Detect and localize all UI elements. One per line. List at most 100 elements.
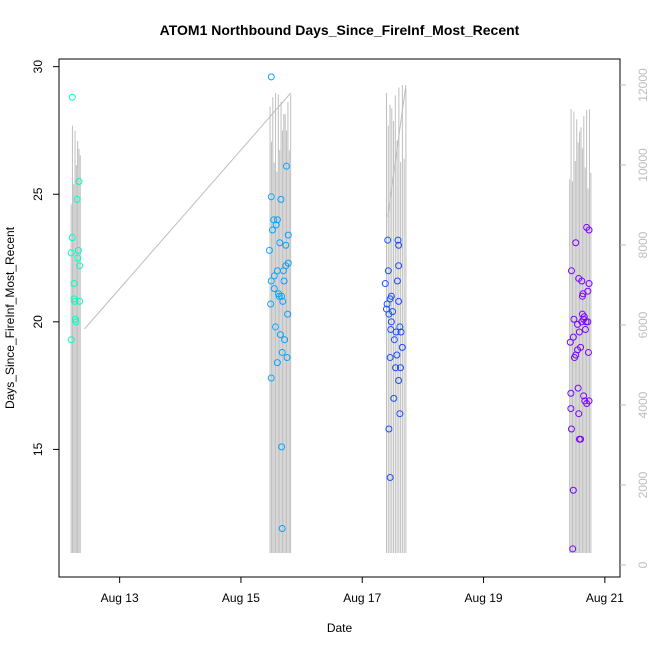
data-point bbox=[267, 300, 275, 308]
data-point bbox=[275, 290, 283, 298]
data-point bbox=[273, 359, 281, 367]
data-point bbox=[577, 343, 585, 351]
data-point bbox=[282, 241, 290, 249]
data-point bbox=[396, 323, 404, 331]
data-point bbox=[387, 318, 395, 326]
data-point bbox=[284, 231, 292, 239]
data-point bbox=[267, 374, 275, 382]
secondary-line-series bbox=[70, 84, 592, 553]
data-point bbox=[76, 262, 84, 270]
y2-tick-label: 0 bbox=[636, 561, 650, 568]
trend-segment bbox=[84, 92, 292, 330]
data-point bbox=[385, 425, 393, 433]
data-point bbox=[68, 93, 76, 101]
data-point bbox=[395, 297, 403, 305]
data-point bbox=[67, 336, 75, 344]
scatter-series bbox=[67, 73, 593, 553]
data-point bbox=[72, 318, 80, 326]
data-point bbox=[396, 364, 404, 372]
data-point bbox=[267, 277, 275, 285]
x-tick-label: Aug 15 bbox=[222, 591, 260, 605]
data-point bbox=[398, 343, 406, 351]
data-point bbox=[265, 246, 273, 254]
data-point bbox=[395, 377, 403, 385]
data-point bbox=[270, 272, 278, 280]
data-point bbox=[279, 297, 287, 305]
data-point bbox=[276, 331, 284, 339]
y2-tick-label: 6000 bbox=[636, 311, 650, 338]
data-point bbox=[273, 216, 281, 224]
data-point bbox=[578, 310, 586, 318]
data-point bbox=[396, 410, 404, 418]
data-point bbox=[278, 348, 286, 356]
data-point bbox=[393, 351, 401, 359]
data-point bbox=[585, 280, 593, 288]
data-point bbox=[273, 267, 281, 275]
data-point bbox=[575, 328, 583, 336]
data-point bbox=[392, 328, 400, 336]
data-point bbox=[585, 226, 593, 234]
data-point bbox=[284, 310, 292, 318]
data-point bbox=[567, 267, 575, 275]
data-point bbox=[381, 280, 389, 288]
data-point bbox=[284, 259, 292, 267]
data-point bbox=[572, 239, 580, 247]
data-point bbox=[584, 348, 592, 356]
data-point bbox=[387, 292, 395, 300]
data-point bbox=[282, 162, 290, 170]
data-point bbox=[389, 308, 397, 316]
x-tick-label: Aug 17 bbox=[343, 591, 381, 605]
data-point bbox=[584, 318, 592, 326]
y2-axis: 0 2000 4000 6000 8000 10000 12000 bbox=[620, 68, 650, 568]
data-point bbox=[272, 323, 280, 331]
y2-tick-label: 10000 bbox=[636, 148, 650, 182]
data-point bbox=[387, 325, 395, 333]
data-point bbox=[575, 410, 583, 418]
data-point bbox=[390, 394, 398, 402]
data-point bbox=[574, 384, 582, 392]
data-point bbox=[270, 285, 278, 293]
data-point bbox=[394, 236, 402, 244]
data-point bbox=[585, 397, 593, 405]
data-point bbox=[578, 277, 586, 285]
y2-tick-label: 4000 bbox=[636, 391, 650, 418]
data-point bbox=[577, 435, 585, 443]
y-axis-label: Days_Since_FireInf_Most_Recent bbox=[3, 226, 17, 409]
data-point bbox=[67, 249, 75, 257]
y-tick-label: 20 bbox=[31, 315, 45, 329]
data-point bbox=[278, 525, 286, 533]
data-point bbox=[392, 364, 400, 372]
data-point bbox=[395, 262, 403, 270]
x-axis: Aug 13 Aug 15 Aug 17 Aug 19 Aug 21 bbox=[101, 577, 624, 605]
data-point bbox=[584, 287, 592, 295]
data-point bbox=[277, 195, 285, 203]
y-axis: 15 20 25 30 bbox=[31, 60, 59, 456]
data-point bbox=[567, 405, 575, 413]
y-tick-label: 25 bbox=[31, 187, 45, 201]
data-point bbox=[276, 239, 284, 247]
y2-tick-label: 8000 bbox=[636, 231, 650, 258]
data-point bbox=[75, 177, 83, 185]
x-tick-label: Aug 21 bbox=[586, 591, 624, 605]
data-point bbox=[267, 193, 275, 201]
data-point bbox=[267, 73, 275, 81]
data-point bbox=[580, 392, 588, 400]
data-point bbox=[569, 333, 577, 341]
x-axis-label: Date bbox=[327, 621, 353, 635]
data-point bbox=[71, 297, 79, 305]
data-point bbox=[569, 545, 577, 553]
plot-frame bbox=[58, 58, 621, 578]
data-point bbox=[383, 300, 391, 308]
x-tick-label: Aug 19 bbox=[465, 591, 503, 605]
data-point bbox=[582, 318, 590, 326]
y2-tick-label: 12000 bbox=[636, 68, 650, 102]
data-point bbox=[272, 221, 280, 229]
data-point bbox=[268, 226, 276, 234]
y-tick-label: 30 bbox=[31, 60, 45, 74]
data-point bbox=[395, 241, 403, 249]
data-point bbox=[73, 195, 81, 203]
data-point bbox=[74, 246, 82, 254]
data-point bbox=[281, 336, 289, 344]
x-tick-label: Aug 13 bbox=[101, 591, 139, 605]
data-point bbox=[74, 254, 82, 262]
